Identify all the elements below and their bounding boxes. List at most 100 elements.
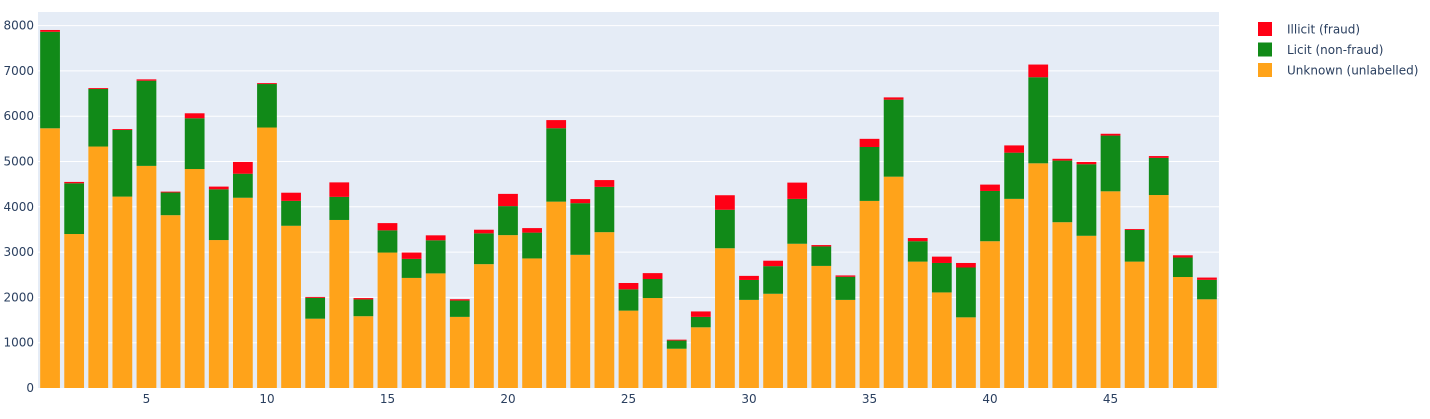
bar-segment-licit-non-fraud-10[interactable] xyxy=(257,84,277,128)
bar-segment-licit-non-fraud-39[interactable] xyxy=(956,267,976,318)
bar-segment-unknown-unlabelled-5[interactable] xyxy=(136,165,157,388)
bar-segment-licit-non-fraud-33[interactable] xyxy=(811,246,832,266)
bar-segment-licit-non-fraud-4[interactable] xyxy=(112,130,133,197)
bar-segment-illicit-fraud-21[interactable] xyxy=(522,228,542,233)
bar-segment-unknown-unlabelled-15[interactable] xyxy=(377,252,398,388)
bar-segment-unknown-unlabelled-49[interactable] xyxy=(1197,299,1217,388)
bar-segment-unknown-unlabelled-6[interactable] xyxy=(160,215,181,388)
bar-segment-unknown-unlabelled-16[interactable] xyxy=(401,277,422,388)
bar-segment-illicit-fraud-37[interactable] xyxy=(907,238,928,242)
bar-segment-illicit-fraud-41[interactable] xyxy=(1004,145,1025,153)
legend-label[interactable]: Licit (non-fraud) xyxy=(1287,43,1383,57)
bar-segment-licit-non-fraud-1[interactable] xyxy=(40,31,60,129)
bar-segment-licit-non-fraud-29[interactable] xyxy=(715,209,735,249)
bar-segment-unknown-unlabelled-3[interactable] xyxy=(88,146,109,388)
bar-segment-licit-non-fraud-18[interactable] xyxy=(449,300,470,317)
bar-segment-licit-non-fraud-26[interactable] xyxy=(642,279,663,299)
bar-segment-illicit-fraud-44[interactable] xyxy=(1076,161,1097,165)
bar-segment-unknown-unlabelled-41[interactable] xyxy=(1004,198,1025,388)
bar-segment-licit-non-fraud-27[interactable] xyxy=(666,340,687,349)
bar-segment-unknown-unlabelled-29[interactable] xyxy=(715,248,735,388)
legend-swatch-unknown-unlabelled[interactable] xyxy=(1258,63,1272,77)
bar-segment-unknown-unlabelled-26[interactable] xyxy=(642,298,663,388)
bar-segment-licit-non-fraud-30[interactable] xyxy=(739,279,759,300)
bar-segment-illicit-fraud-26[interactable] xyxy=(642,273,663,280)
bar-segment-illicit-fraud-39[interactable] xyxy=(956,262,976,268)
bar-segment-illicit-fraud-47[interactable] xyxy=(1148,156,1169,158)
bar-segment-unknown-unlabelled-25[interactable] xyxy=(618,310,639,388)
bar-segment-illicit-fraud-19[interactable] xyxy=(474,229,494,234)
bar-segment-unknown-unlabelled-34[interactable] xyxy=(835,299,856,388)
bar-segment-unknown-unlabelled-47[interactable] xyxy=(1148,195,1169,388)
bar-segment-licit-non-fraud-43[interactable] xyxy=(1052,160,1073,223)
bar-segment-licit-non-fraud-32[interactable] xyxy=(787,198,808,244)
bar-segment-licit-non-fraud-28[interactable] xyxy=(690,316,711,328)
bar-segment-licit-non-fraud-19[interactable] xyxy=(474,233,494,265)
bar-segment-licit-non-fraud-21[interactable] xyxy=(522,232,542,259)
bar-segment-illicit-fraud-30[interactable] xyxy=(739,275,759,280)
bar-segment-licit-non-fraud-7[interactable] xyxy=(184,118,205,170)
bar-segment-unknown-unlabelled-43[interactable] xyxy=(1052,222,1073,388)
bar-segment-unknown-unlabelled-19[interactable] xyxy=(474,264,494,388)
bar-segment-licit-non-fraud-24[interactable] xyxy=(594,186,615,233)
bar-segment-illicit-fraud-48[interactable] xyxy=(1172,255,1193,258)
bar-segment-illicit-fraud-31[interactable] xyxy=(763,260,783,267)
bar-segment-unknown-unlabelled-40[interactable] xyxy=(980,241,1000,388)
bar-segment-illicit-fraud-1[interactable] xyxy=(40,29,60,32)
bar-segment-unknown-unlabelled-33[interactable] xyxy=(811,265,832,388)
bar-segment-illicit-fraud-10[interactable] xyxy=(257,83,277,85)
legend-swatch-licit-non-fraud[interactable] xyxy=(1258,42,1272,57)
bar-segment-unknown-unlabelled-38[interactable] xyxy=(931,292,952,388)
bar-segment-illicit-fraud-33[interactable] xyxy=(811,245,832,247)
bar-segment-unknown-unlabelled-18[interactable] xyxy=(449,316,470,388)
bar-segment-unknown-unlabelled-32[interactable] xyxy=(787,243,808,388)
bar-segment-licit-non-fraud-5[interactable] xyxy=(136,80,157,166)
bar-segment-licit-non-fraud-3[interactable] xyxy=(88,89,109,147)
bar-segment-licit-non-fraud-9[interactable] xyxy=(232,173,253,198)
bar-segment-illicit-fraud-15[interactable] xyxy=(377,223,398,231)
bar-segment-illicit-fraud-35[interactable] xyxy=(859,138,880,147)
bar-segment-unknown-unlabelled-35[interactable] xyxy=(859,200,880,388)
bar-segment-licit-non-fraud-11[interactable] xyxy=(281,200,301,226)
bar-segment-illicit-fraud-42[interactable] xyxy=(1028,64,1049,78)
bar-segment-unknown-unlabelled-36[interactable] xyxy=(883,176,904,388)
bar-segment-licit-non-fraud-41[interactable] xyxy=(1004,152,1025,199)
bar-segment-unknown-unlabelled-8[interactable] xyxy=(208,240,229,388)
bar-segment-illicit-fraud-9[interactable] xyxy=(232,161,253,174)
bar-segment-unknown-unlabelled-24[interactable] xyxy=(594,232,615,388)
bar-segment-illicit-fraud-20[interactable] xyxy=(498,193,518,207)
bar-segment-unknown-unlabelled-44[interactable] xyxy=(1076,235,1097,388)
bar-segment-unknown-unlabelled-31[interactable] xyxy=(763,293,783,388)
bar-segment-unknown-unlabelled-12[interactable] xyxy=(305,318,326,388)
bar-segment-illicit-fraud-32[interactable] xyxy=(787,182,808,199)
bar-segment-licit-non-fraud-22[interactable] xyxy=(546,128,567,202)
bar-segment-illicit-fraud-11[interactable] xyxy=(281,192,301,201)
bar-segment-unknown-unlabelled-14[interactable] xyxy=(353,316,374,388)
bar-segment-unknown-unlabelled-42[interactable] xyxy=(1028,163,1049,388)
bar-segment-illicit-fraud-17[interactable] xyxy=(425,235,446,241)
bar-segment-illicit-fraud-5[interactable] xyxy=(136,79,157,81)
bar-segment-licit-non-fraud-15[interactable] xyxy=(377,230,398,253)
bar-segment-illicit-fraud-7[interactable] xyxy=(184,113,205,119)
bar-segment-unknown-unlabelled-37[interactable] xyxy=(907,261,928,388)
bar-segment-licit-non-fraud-14[interactable] xyxy=(353,299,374,317)
bar-segment-licit-non-fraud-38[interactable] xyxy=(931,262,952,293)
bar-segment-illicit-fraud-28[interactable] xyxy=(690,311,711,317)
bar-segment-illicit-fraud-16[interactable] xyxy=(401,252,422,259)
bar-segment-illicit-fraud-29[interactable] xyxy=(715,195,735,210)
bar-segment-unknown-unlabelled-22[interactable] xyxy=(546,201,567,388)
bar-segment-illicit-fraud-38[interactable] xyxy=(931,256,952,263)
bar-segment-licit-non-fraud-6[interactable] xyxy=(160,192,181,216)
bar-segment-illicit-fraud-36[interactable] xyxy=(883,97,904,100)
bar-segment-unknown-unlabelled-23[interactable] xyxy=(570,254,591,388)
bar-segment-unknown-unlabelled-11[interactable] xyxy=(281,225,301,388)
bar-segment-unknown-unlabelled-7[interactable] xyxy=(184,169,205,388)
bar-segment-licit-non-fraud-35[interactable] xyxy=(859,147,880,201)
bar-segment-licit-non-fraud-36[interactable] xyxy=(883,99,904,177)
bar-segment-illicit-fraud-25[interactable] xyxy=(618,282,639,290)
bar-segment-illicit-fraud-6[interactable] xyxy=(160,191,181,193)
bar-segment-illicit-fraud-27[interactable] xyxy=(666,339,687,341)
bar-segment-unknown-unlabelled-27[interactable] xyxy=(666,348,687,388)
bar-segment-licit-non-fraud-23[interactable] xyxy=(570,203,591,255)
bar-segment-unknown-unlabelled-13[interactable] xyxy=(329,219,350,388)
